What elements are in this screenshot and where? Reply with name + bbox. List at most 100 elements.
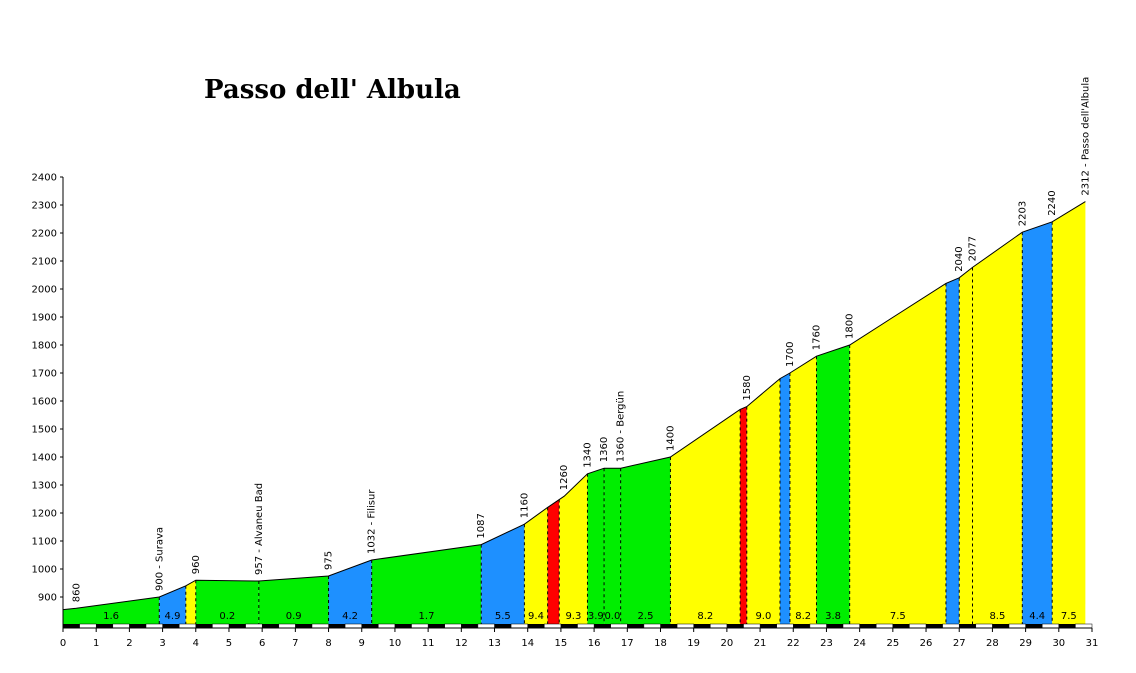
y-tick-label: 1800 [32,341,57,352]
km-bar-dark [926,624,943,628]
gradient-segment [972,232,1023,624]
y-tick-label: 1000 [32,565,57,576]
segment-gradient-label: 0.0 [604,611,620,622]
segment-gradient-label: 3.9 [588,611,604,622]
x-tick-label: 25 [886,638,899,649]
x-tick-label: 31 [1086,638,1099,649]
km-bar-dark [594,624,611,628]
km-bar-dark [494,624,512,628]
y-tick-label: 1300 [32,481,57,492]
km-bar-dark [527,624,545,628]
x-tick-label: 30 [1052,638,1065,649]
gradient-segment [816,345,850,624]
km-bar-light [112,623,130,629]
km-bar-light [875,623,894,629]
gradient-segment [371,544,482,624]
km-bar-dark [693,624,711,628]
gradient-segment [1052,201,1086,624]
altitude-label: 2240 [1047,190,1058,215]
x-tick-label: 9 [359,638,365,649]
axes: 9001000110012001300140015001600170018001… [32,173,1099,650]
km-bar-dark [859,624,877,628]
y-tick-label: 900 [38,593,57,604]
km-bar-light [577,623,595,629]
km-bar-light [79,623,97,629]
km-bar-light [743,623,761,629]
segment-gradient-label: 8.5 [989,611,1005,622]
km-bar-dark [660,624,678,628]
km-bar-dark [892,624,910,628]
x-tick-label: 23 [820,638,833,649]
y-tick-label: 1700 [32,369,57,380]
gradient-segment [328,560,372,624]
profile-line [62,201,1086,611]
altitude-label: 1700 [785,342,796,367]
segment-gradient-label: 3.8 [825,611,841,622]
segment-gradient-label: 0.2 [219,611,235,622]
altitude-labels: 860 900 - Surava 960 957 - Alvaneu Bad 975 10… [71,77,1091,602]
segment-gradient-label: 9.4 [528,611,544,622]
km-bar-light [643,623,661,629]
km-bar-light [610,623,628,629]
gradient-segment [63,597,160,624]
km-bar-dark [295,624,312,628]
gradient-segment [258,576,329,624]
y-tick-label: 1900 [32,313,57,324]
x-tick-label: 0 [60,638,66,649]
segment-gradient-label: 9.0 [755,611,771,622]
km-bar-light [710,623,728,629]
km-bar-light [842,623,860,629]
altitude-label: 2077 [968,236,979,261]
km-bar-light [809,623,827,629]
gradient-segment [559,473,588,624]
gradient-segment [481,524,525,624]
gradient-segment [740,406,747,624]
km-bar-dark [793,624,810,628]
y-tick-label: 2000 [32,285,57,296]
x-tick-label: 14 [521,638,534,649]
x-tick-label: 19 [687,638,700,649]
km-bar-light [1075,623,1093,629]
km-bar-dark [1025,624,1043,628]
gradient-segment [849,283,946,624]
altitude-label: 2040 [954,246,965,271]
x-tick-label: 2 [126,638,132,649]
segment-gradient-label: 7.5 [890,611,906,622]
km-bar-dark [361,624,379,628]
gradient-segment [524,507,548,624]
segment-gradient-label: 4.9 [165,611,181,622]
km-bar-light [344,623,362,629]
km-bar-light [378,623,396,629]
km-bar-dark [1058,624,1076,628]
x-tick-label: 13 [488,638,501,649]
km-bar-dark [760,624,777,628]
km-bar-light [212,623,230,629]
x-tick-label: 7 [292,638,298,649]
km-bar-dark [195,624,213,628]
y-tick-label: 2200 [32,229,57,240]
y-tick-label: 1600 [32,397,57,408]
km-bar-dark [229,624,246,628]
x-tick-label: 21 [754,638,767,649]
x-tick-label: 18 [654,638,667,649]
altitude-label: 1260 [559,465,570,490]
x-tick-label: 1 [93,638,99,649]
x-tick-label: 16 [588,638,601,649]
gradient-segment [620,457,671,624]
km-bar-dark [826,624,844,628]
km-bar-dark [627,624,644,628]
segment-gradient-label: 8.2 [795,611,811,622]
altitude-label: 1087 [476,513,487,538]
segment-gradient-label: 4.4 [1029,611,1045,622]
gradient-segment [547,499,560,624]
segment-gradient-label: 5.5 [495,611,511,622]
y-tick-label: 2400 [32,173,57,184]
km-bar-light [544,623,562,629]
km-bar-dark [726,624,744,628]
y-tick-label: 1400 [32,453,57,464]
x-tick-label: 26 [920,638,933,649]
gradient-segment [159,585,186,624]
gradient-segment [195,580,259,624]
km-bar-light [1041,623,1060,629]
